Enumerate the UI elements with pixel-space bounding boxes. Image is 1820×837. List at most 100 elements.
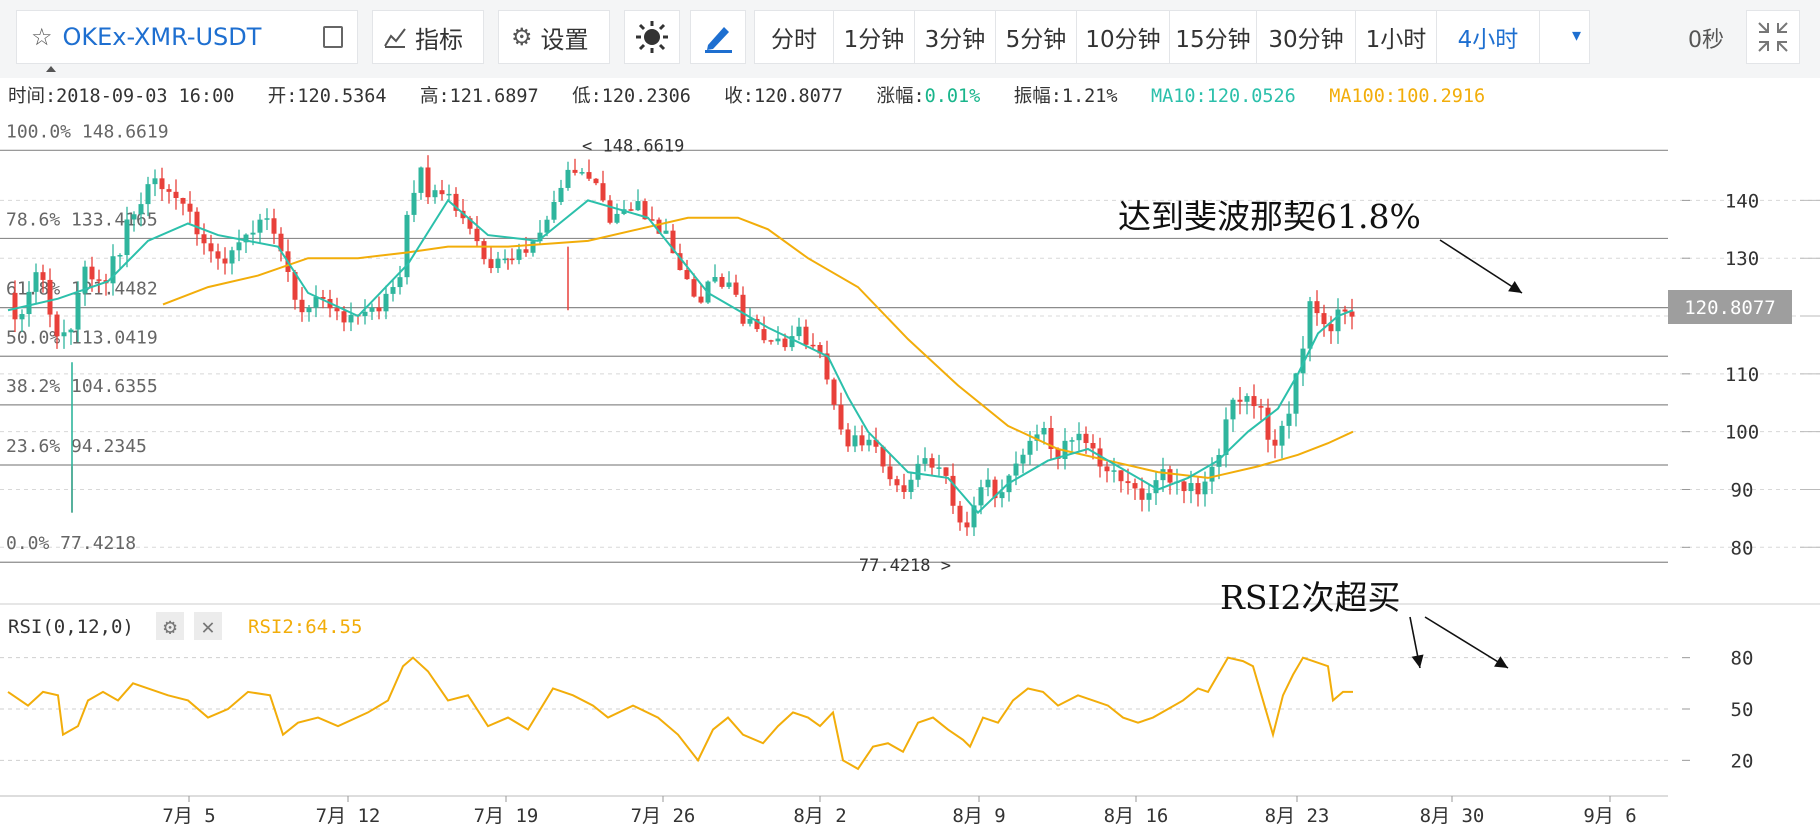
- interval-tab[interactable]: 分时: [755, 11, 834, 63]
- interval-tab[interactable]: 10分钟: [1077, 11, 1170, 63]
- fullscreen-icon: [1758, 22, 1788, 52]
- fib-level-label: 61.8% 121.4482: [6, 279, 158, 300]
- candle-body: [964, 522, 970, 528]
- symbol-name: OKEx-XMR-USDT: [62, 23, 262, 51]
- candle-body: [712, 277, 718, 282]
- candle-body: [544, 219, 550, 233]
- candle-body: [243, 234, 249, 243]
- candle-body: [740, 294, 746, 324]
- low-marker-label: 77.4218 >: [859, 556, 951, 576]
- candle-body: [572, 169, 578, 173]
- indicators-button[interactable]: 指标: [372, 10, 484, 64]
- candle-body: [733, 282, 739, 295]
- candle-body: [1167, 469, 1173, 483]
- interval-tab[interactable]: 3分钟: [915, 11, 996, 63]
- candle-body: [824, 353, 830, 380]
- interval-tab[interactable]: 15分钟: [1170, 11, 1257, 63]
- chevron-down-icon[interactable]: ▾: [1571, 25, 1581, 46]
- close-label: 收:: [724, 86, 754, 107]
- candle-body: [845, 429, 851, 447]
- candle-body: [110, 256, 116, 284]
- candle-body: [1111, 470, 1117, 472]
- candle-body: [1223, 419, 1229, 455]
- candle-body: [985, 479, 991, 488]
- candle-body: [1013, 463, 1019, 476]
- candle-body: [1027, 440, 1033, 455]
- candle-body: [1104, 466, 1110, 472]
- change-label: 涨幅:: [876, 86, 925, 107]
- change-value: 0.01%: [924, 86, 981, 107]
- candle-body: [1181, 481, 1187, 492]
- fib-level-label: 78.6% 133.4165: [6, 209, 158, 230]
- interval-tab[interactable]: 30分钟: [1257, 11, 1356, 63]
- candle-body: [1076, 433, 1082, 441]
- candle-body: [999, 492, 1005, 499]
- candle-body: [1041, 427, 1047, 435]
- settings-button[interactable]: ⚙ 设置: [498, 10, 610, 64]
- candle-body: [299, 299, 305, 313]
- last-price-badge: [1668, 290, 1792, 324]
- candle-body: [698, 296, 704, 303]
- ma10-label: MA10:: [1151, 86, 1207, 107]
- theme-toggle-button[interactable]: [624, 10, 680, 64]
- y-tick-label: 130: [1725, 248, 1759, 270]
- candle-body: [82, 266, 88, 294]
- symbol-selector[interactable]: ☆ OKEx-XMR-USDT: [16, 10, 358, 64]
- interval-tab[interactable]: 5分钟: [996, 11, 1077, 63]
- copy-icon[interactable]: [323, 26, 343, 48]
- candle-body: [614, 213, 620, 223]
- candle-body: [754, 318, 760, 330]
- candle-body: [446, 193, 452, 196]
- gear-icon: ⚙: [163, 615, 176, 640]
- candle-body: [341, 311, 347, 323]
- candle-body: [502, 258, 508, 261]
- candle-body: [1328, 324, 1334, 332]
- candle-body: [481, 241, 487, 260]
- candle-body: [264, 218, 270, 220]
- candle-body: [586, 172, 592, 179]
- interval-tab-active[interactable]: 4小时: [1437, 11, 1540, 63]
- y-tick-label: 110: [1725, 364, 1759, 386]
- last-price-label: 120.8077: [1684, 297, 1776, 319]
- candle-body: [803, 326, 809, 345]
- rsi-tick-label: 80: [1731, 648, 1754, 670]
- candle-body: [957, 505, 963, 523]
- candle-body: [89, 266, 95, 280]
- candle-body: [880, 446, 886, 467]
- candle-body: [978, 487, 984, 506]
- candle-body: [47, 279, 53, 315]
- y-tick-label: 80: [1731, 537, 1754, 559]
- candle-body: [887, 466, 893, 480]
- pencil-icon: [705, 27, 732, 53]
- candle-body: [1195, 483, 1201, 495]
- fullscreen-button[interactable]: [1746, 10, 1800, 64]
- ma100-label: MA100:: [1329, 86, 1397, 107]
- rsi-settings-button[interactable]: [156, 612, 184, 640]
- interval-tab[interactable]: 1分钟: [834, 11, 915, 63]
- interval-tabs: 分时 1分钟 3分钟 5分钟 10分钟 15分钟 30分钟 1小时 4小时 ▾: [754, 10, 1590, 64]
- candle-body: [1083, 433, 1089, 444]
- star-icon[interactable]: ☆: [31, 23, 53, 51]
- fib-level-label: 0.0% 77.4218: [6, 533, 136, 554]
- candle-body: [663, 230, 669, 234]
- candle-body: [187, 203, 193, 212]
- candle-body: [229, 250, 235, 264]
- rsi-close-button[interactable]: [194, 612, 222, 640]
- candle-body: [1139, 488, 1145, 500]
- x-tick-label: 7月 19: [474, 805, 539, 827]
- candle-body: [1188, 483, 1194, 492]
- draw-tool-button[interactable]: [690, 10, 746, 64]
- interval-tab[interactable]: 1小时: [1356, 11, 1437, 63]
- low-label: 低:: [572, 86, 602, 107]
- x-tick-label: 8月 9: [952, 805, 1005, 827]
- candle-body: [40, 272, 46, 280]
- candle-body: [1265, 407, 1271, 440]
- candle-body: [1020, 454, 1026, 464]
- x-tick-label: 8月 2: [793, 805, 846, 827]
- candle-body: [565, 169, 571, 188]
- candle-body: [516, 249, 522, 260]
- candle-body: [1237, 399, 1243, 402]
- candle-body: [474, 228, 480, 242]
- y-tick-label: 90: [1731, 479, 1754, 501]
